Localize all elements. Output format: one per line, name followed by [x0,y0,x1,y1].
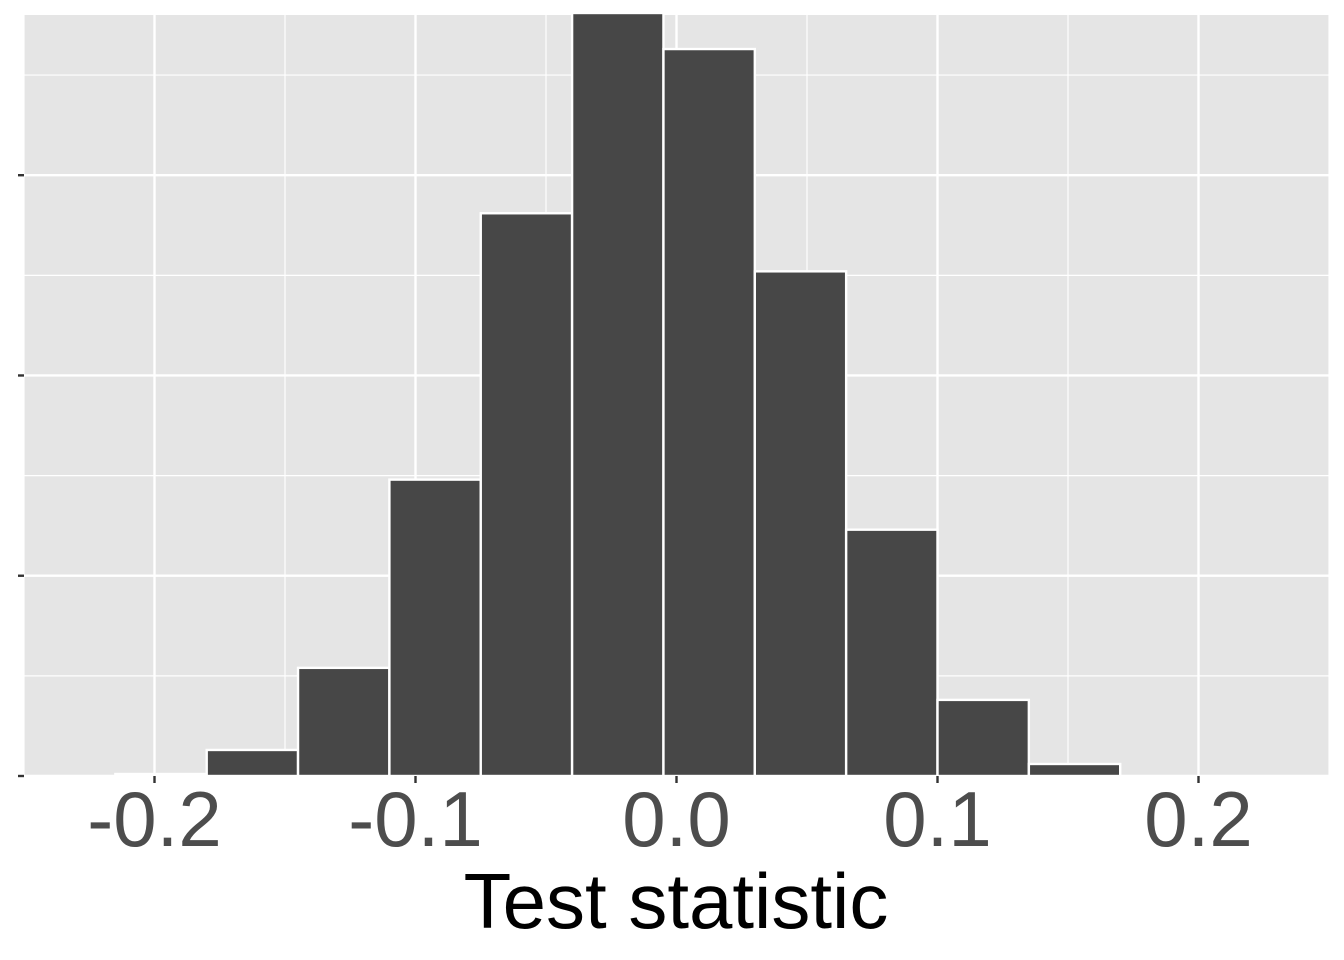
x-axis-ticks [153,776,1200,783]
y-axis-ticks [18,174,24,778]
histogram-bar-8 [844,528,939,778]
histogram-bar-7 [753,270,848,778]
x-axis-title: Test statistic [464,857,889,945]
histogram-bar-4 [479,212,574,778]
histogram-bar-3 [388,478,482,778]
x-tick-label-0: -0.2 [87,775,221,863]
histogram-bar-10 [1027,762,1122,778]
x-axis-tick-labels: -0.2 -0.1 0.0 0.1 0.2 [87,775,1252,863]
x-tick-label-1: -0.1 [348,775,482,863]
histogram-bar-9 [936,698,1031,778]
x-tick-label-4: 0.2 [1144,775,1252,863]
histogram-bar-6 [662,47,757,778]
x-tick-label-2: 0.0 [622,775,730,863]
histogram-bar-5 [570,11,665,778]
histogram-bars [114,11,1122,778]
histogram-bar-1 [205,748,300,778]
histogram-bar-2 [296,666,391,778]
x-tick-label-3: 0.1 [883,775,991,863]
